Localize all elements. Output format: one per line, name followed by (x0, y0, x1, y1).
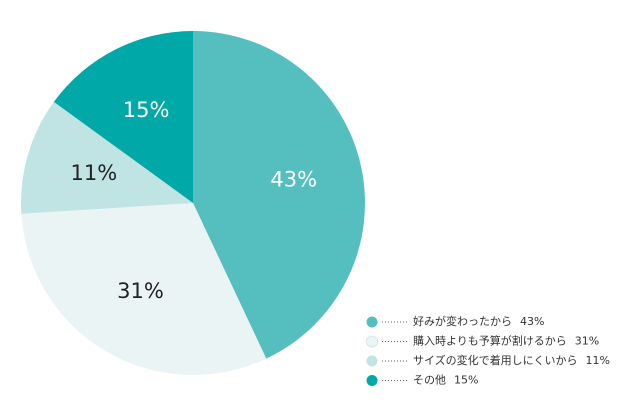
slice-label: 15% (123, 98, 170, 122)
legend-label: その他 (413, 374, 446, 387)
legend-label: 好みが変わったから (413, 314, 512, 328)
legend-marker (366, 375, 378, 386)
legend-marker (366, 316, 378, 328)
legend-value: 15% (454, 374, 478, 387)
slice-label: 31% (117, 279, 164, 303)
legend-label: 購入時よりも予算が割けるから (413, 334, 567, 348)
legend-marker (366, 355, 378, 367)
legend-value: 11% (585, 354, 609, 367)
pie-slice (53, 31, 193, 203)
legend-marker (366, 335, 378, 348)
pie-slice (21, 101, 194, 214)
legend-label: サイズの変化で着用しにくいから (413, 353, 577, 367)
pie-slice (193, 31, 365, 359)
legend-value: 31% (575, 335, 599, 348)
legend-value: 43% (520, 315, 544, 328)
slice-label: 43% (270, 167, 317, 191)
slice-label: 11% (71, 161, 118, 185)
pie-slice (21, 203, 267, 375)
